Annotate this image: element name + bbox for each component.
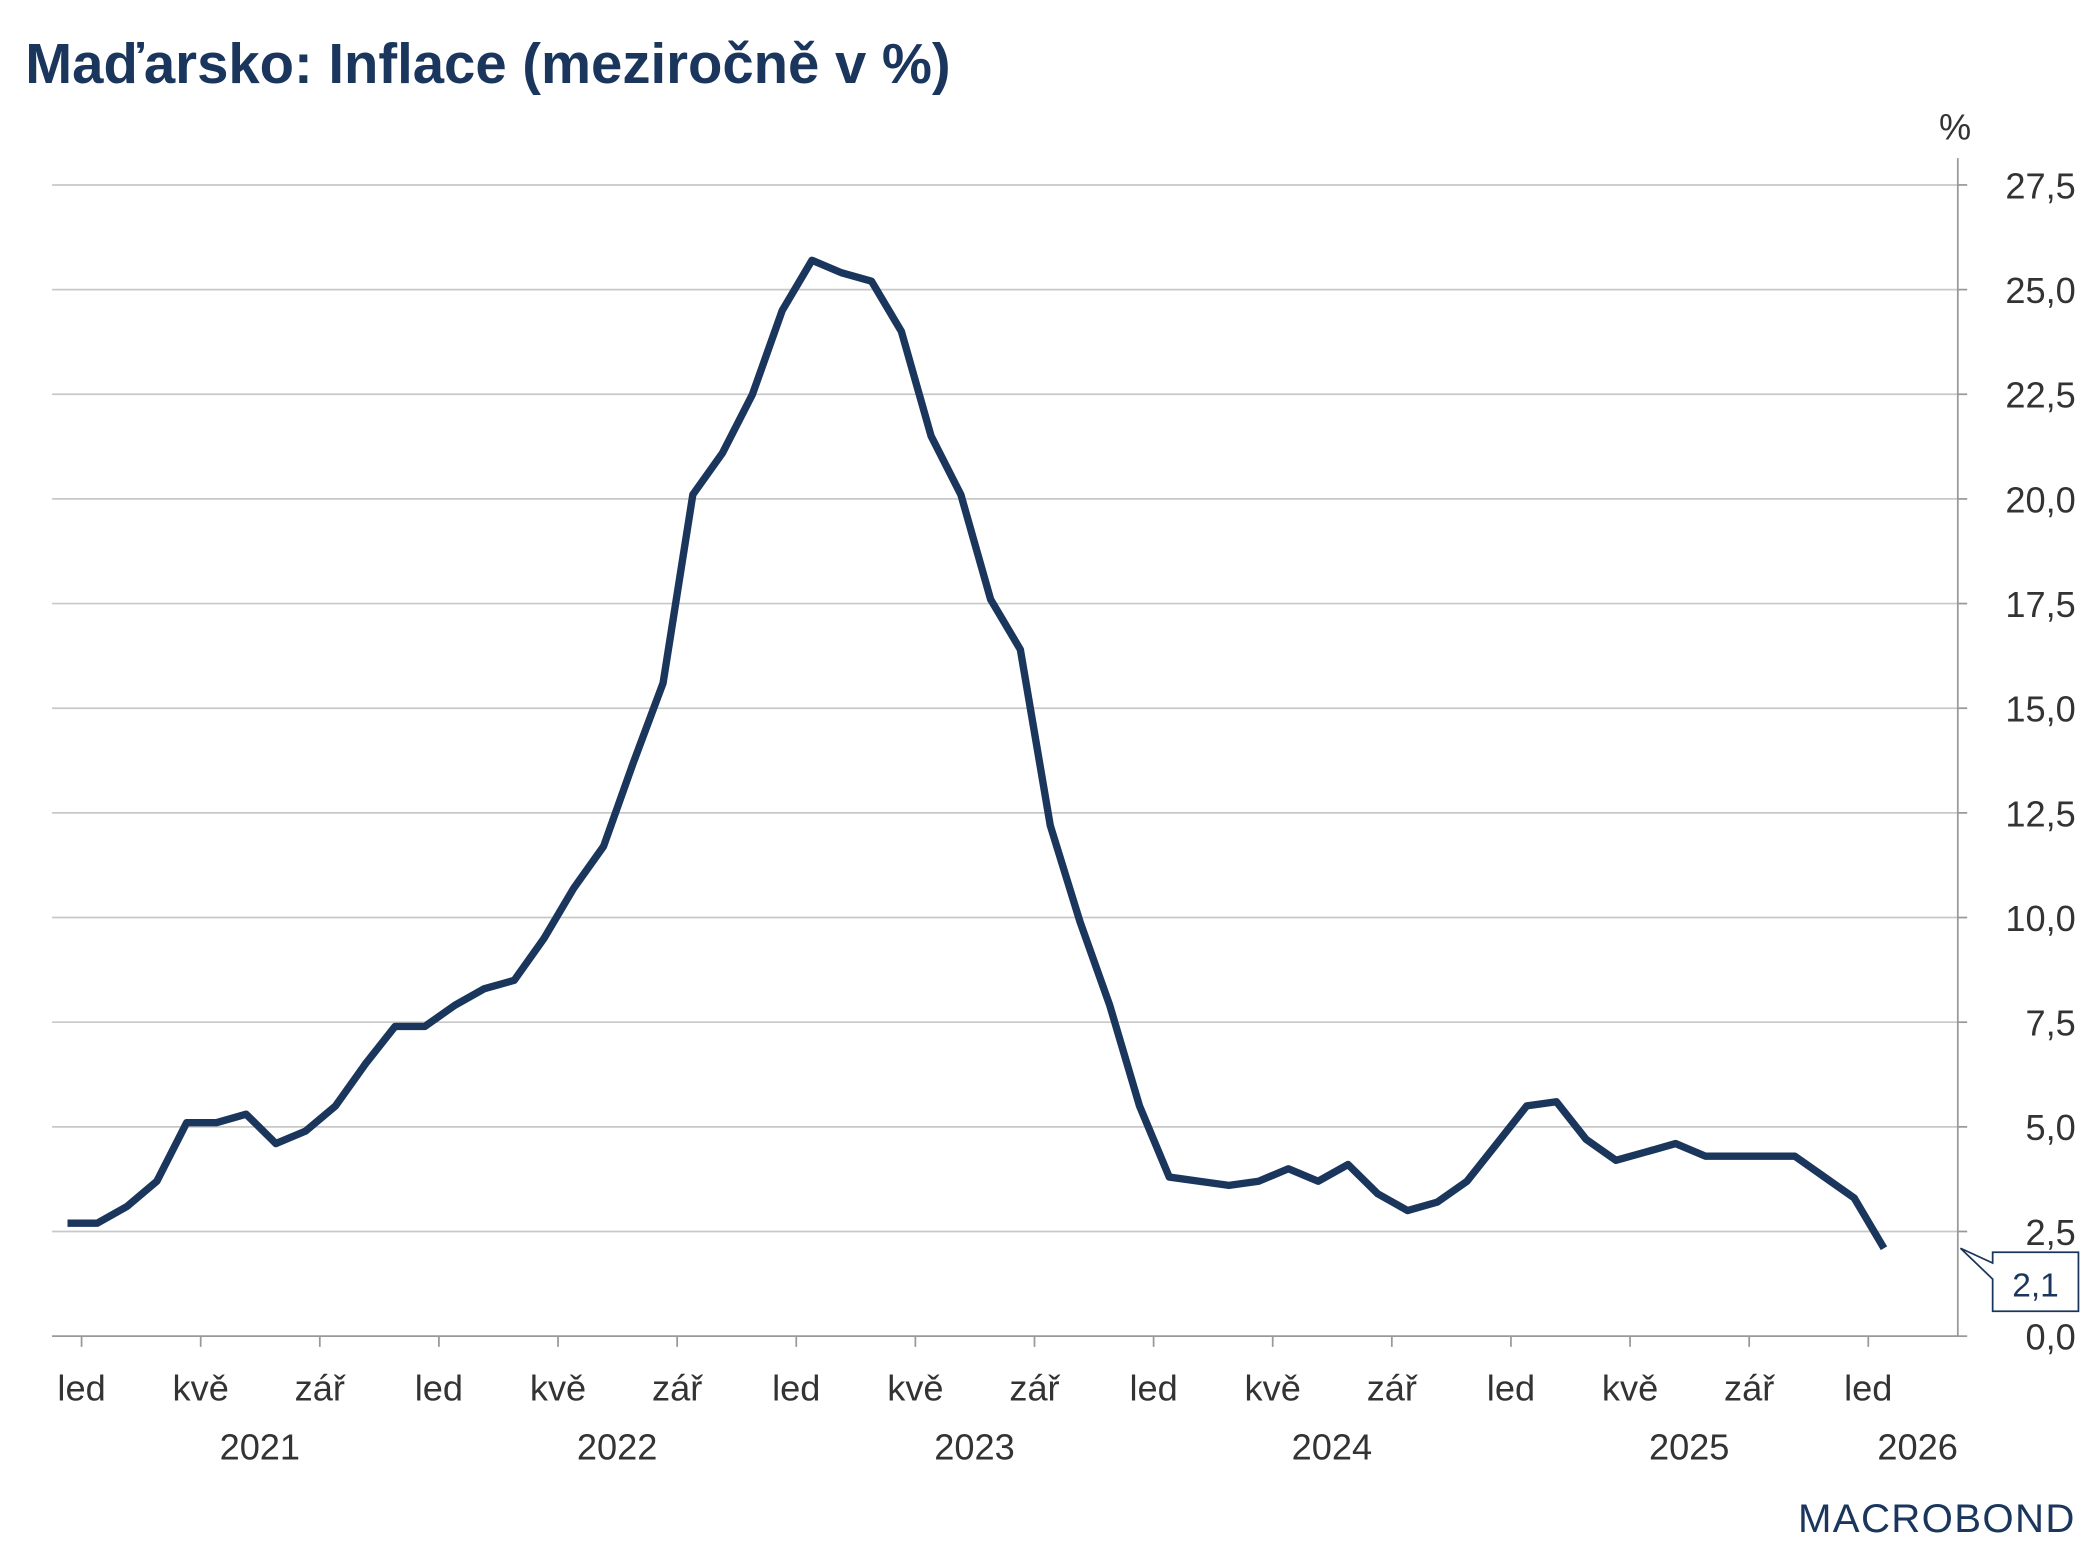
y-tick-label: 15,0 — [2005, 689, 2075, 730]
x-tick-label: zář — [1009, 1367, 1060, 1408]
macrobond-logo: MACROBOND — [1798, 1496, 2076, 1541]
last-value-label: 2,1 — [2012, 1267, 2059, 1304]
y-axis: 0,0 2,5 5,0 7,5 10,0 12,5 15,0 17,5 20,0 22,5 25,0… — [1956, 158, 2076, 1358]
x-tick-label: kvě — [1245, 1367, 1301, 1408]
y-tick-label: 10,0 — [2005, 898, 2075, 939]
y-tick-label: 20,0 — [2005, 479, 2075, 520]
y-tick-label: 17,5 — [2005, 584, 2075, 625]
y-axis-unit-label: % — [1939, 106, 1971, 147]
x-tick-label: zář — [1367, 1367, 1418, 1408]
x-tick-label: led — [415, 1367, 463, 1408]
y-tick-label: 27,5 — [2005, 165, 2075, 206]
x-tick-label: zář — [1724, 1367, 1775, 1408]
x-tick-label: kvě — [173, 1367, 229, 1408]
x-tick-label: kvě — [530, 1367, 586, 1408]
series-line — [67, 256, 1888, 1251]
x-year-label: 2021 — [220, 1426, 300, 1467]
y-tick-label: 7,5 — [2025, 1003, 2075, 1044]
y-tick-label: 12,5 — [2005, 793, 2075, 834]
x-tick-label: led — [1487, 1367, 1535, 1408]
x-axis: led kvě zář led kvě zář led kvě zář led kvě zář led k… — [52, 1335, 1958, 1467]
x-year-label: 2025 — [1649, 1426, 1729, 1467]
x-tick-label: led — [1844, 1367, 1892, 1408]
gridlines — [52, 184, 1958, 1233]
x-tick-label: zář — [295, 1367, 346, 1408]
y-tick-label: 22,5 — [2005, 375, 2075, 416]
x-year-label: 2022 — [577, 1426, 657, 1467]
x-tick-label: kvě — [887, 1367, 943, 1408]
logo-text: MACROBOND — [1798, 1496, 2076, 1541]
y-tick-label: 25,0 — [2005, 270, 2075, 311]
last-value-callout-box — [1959, 1247, 2080, 1313]
x-tick-label: led — [1129, 1367, 1177, 1408]
last-value-callout: 2,1 — [1959, 1247, 2080, 1313]
x-year-label: 2023 — [934, 1426, 1014, 1467]
y-tick-label: 2,5 — [2025, 1212, 2075, 1253]
x-tick-label: led — [57, 1367, 105, 1408]
x-tick-label: led — [772, 1367, 820, 1408]
chart-title: Maďarsko: Inflace (meziročně v %) — [25, 32, 950, 95]
x-tick-label: kvě — [1602, 1367, 1658, 1408]
x-year-label: 2024 — [1292, 1426, 1372, 1467]
y-tick-label: 5,0 — [2025, 1107, 2075, 1148]
x-tick-label: zář — [652, 1367, 703, 1408]
x-year-label: 2026 — [1877, 1426, 1957, 1467]
y-tick-label: 0,0 — [2025, 1317, 2075, 1358]
